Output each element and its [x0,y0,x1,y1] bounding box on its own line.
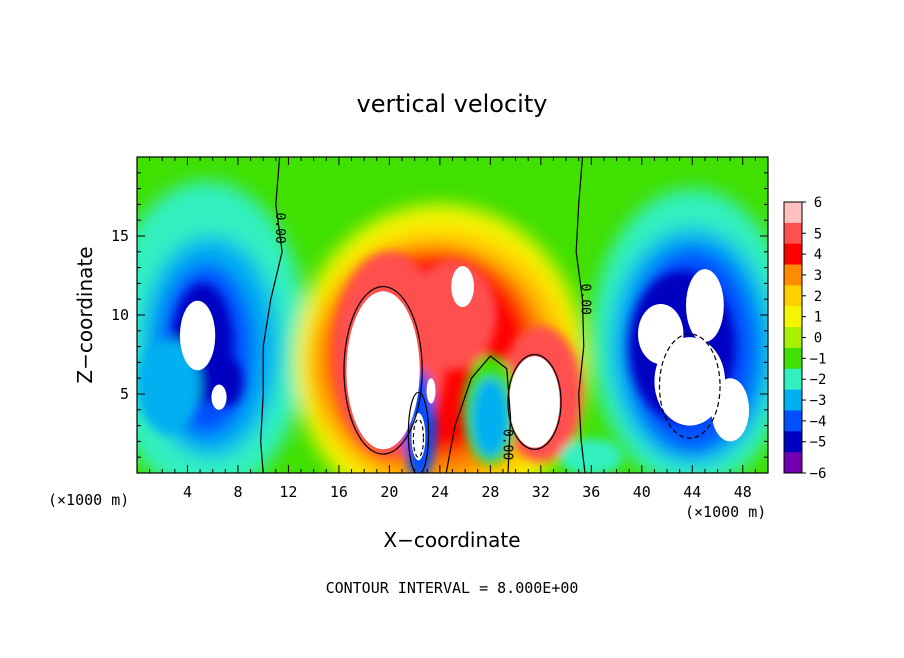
out-of-range-core [654,337,726,426]
colorbar-tick-label: −2 [810,372,827,388]
colorbar-tick-label: 6 [814,195,822,211]
colorbar-tick-label: −5 [810,435,827,451]
out-of-range-core [711,378,750,442]
x-tick-label: 32 [532,483,550,501]
level-8-contour [343,285,423,455]
out-of-range-core [346,291,420,450]
colorbar-swatch [784,452,802,474]
field-blob [137,338,201,434]
colorbar-tick-label: 4 [814,247,822,263]
x-tick-label: 40 [633,483,651,501]
colorbar-swatch [784,347,802,370]
contour-label-group: 0.00 0.00 0.00 [272,212,592,460]
colorbar: 6 5 4 3 2 1 0 −1 −2 −3 −4 −5 −6 [783,195,827,482]
colorbar-swatch [784,389,802,411]
y-tick-label: 5 [120,385,129,403]
out-of-range-core [509,356,560,448]
y-axis-label: Z−coordinate [73,246,97,383]
out-of-range-core [411,412,426,461]
y-axis: 5 10 15 [111,172,768,458]
colorbar-swatch [784,306,802,328]
x-tick-label: 8 [233,483,242,501]
x-axis: 4 8 12 16 20 24 28 32 36 40 44 48 [149,157,756,501]
x-unit-label-left: (×1000 m) [48,491,129,509]
y-tick-label: 15 [111,227,129,245]
colorbar-swatch [784,222,802,245]
plot-area [137,157,768,473]
x-tick-label: 24 [431,483,449,501]
x-tick-label: 28 [481,483,499,501]
x-tick-label: 12 [279,483,297,501]
colorbar-swatch [784,431,802,453]
y-tick-label: 10 [111,306,129,324]
colorbar-swatch [784,327,802,349]
colorbar-swatch [784,410,802,432]
contour-label: 0.00 [499,429,514,460]
contour-interval-footer: CONTOUR INTERVAL = 8.000E+00 [326,579,579,597]
field-layers [137,180,768,473]
x-axis-label: X−coordinate [383,528,520,552]
colorbar-tick-label: 2 [814,289,822,305]
x-tick-label: 4 [183,483,192,501]
chart-title: vertical velocity [357,90,548,118]
colorbar-swatch [784,202,802,224]
colorbar-tick-label: −4 [810,414,827,430]
colorbar-tick-label: 5 [814,226,822,242]
field-blob [559,438,623,473]
out-of-range-core [685,269,724,342]
colorbar-tick-label: −6 [810,466,827,482]
colorbar-tick-label: 0 [814,331,822,347]
negative-level-contour [658,333,721,439]
x-tick-label: 20 [380,483,398,501]
x-tick-label: 44 [683,483,701,501]
colorbar-tick-label: 3 [814,268,822,284]
out-of-range-core [211,384,227,410]
colorbar-tick-label: −3 [810,393,827,409]
x-tick-label: 36 [582,483,600,501]
field-blob [408,259,497,371]
x-tick-label: 16 [330,483,348,501]
zero-contour-line [575,157,586,473]
level-8-contour [407,391,430,473]
negative-level-contour [412,418,425,458]
colorbar-swatch [784,264,802,286]
contour-label: 0.00 [272,212,287,243]
zero-contour-line [260,157,283,473]
level-8-contour [507,353,562,450]
x-unit-label-right: (×1000 m) [685,503,766,521]
colorbar-swatch [784,243,802,266]
colorbar-tick-label: 1 [814,310,822,326]
colorbar-swatch [784,285,802,307]
out-of-range-core [179,300,216,371]
colorbar-tick-label: −1 [810,351,827,367]
out-of-range-core [451,266,474,308]
colorbar-swatch [784,368,802,391]
out-of-range-core [426,378,436,404]
x-tick-label: 48 [734,483,752,501]
zero-contour-line [445,355,512,473]
contour-label: 0.00 [578,284,593,315]
field-blob [471,378,510,458]
contour-lines [260,157,721,473]
